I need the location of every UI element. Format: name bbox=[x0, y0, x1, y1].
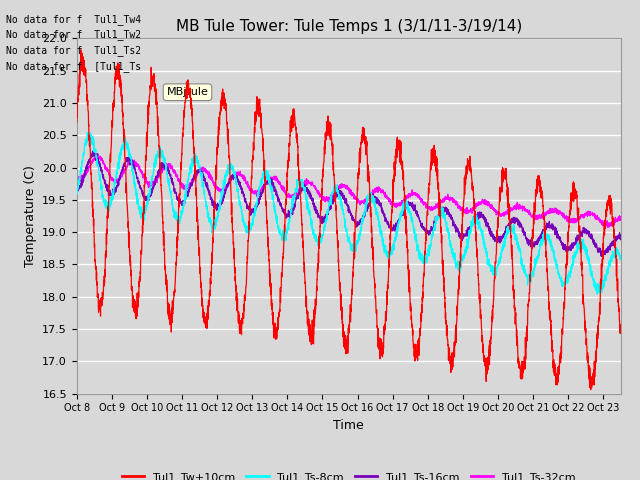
Tul1_Tw+10cm bbox=[135, 278, 143, 284]
Tul1_Ts-8cm bbox=[135, 205, 143, 211]
Tul1_Ts-32cm bbox=[305, 179, 313, 185]
Line: Tul1_Tw+10cm: Tul1_Tw+10cm bbox=[77, 50, 621, 390]
Tul1_Ts-8cm bbox=[305, 211, 313, 216]
Text: No data for f  Tul1_Ts2: No data for f Tul1_Ts2 bbox=[6, 45, 141, 56]
Tul1_Ts-16cm bbox=[607, 240, 614, 246]
Tul1_Ts-32cm bbox=[607, 223, 614, 228]
Tul1_Ts-8cm bbox=[617, 255, 625, 261]
Legend: Tul1_Tw+10cm, Tul1_Ts-8cm, Tul1_Ts-16cm, Tul1_Ts-32cm: Tul1_Tw+10cm, Tul1_Ts-8cm, Tul1_Ts-16cm,… bbox=[118, 468, 580, 480]
Tul1_Ts-16cm bbox=[168, 175, 175, 181]
Tul1_Ts-32cm bbox=[282, 191, 289, 196]
Tul1_Ts-16cm bbox=[598, 254, 606, 260]
Tul1_Ts-8cm bbox=[168, 196, 175, 202]
Tul1_Tw+10cm bbox=[607, 211, 614, 217]
Line: Tul1_Ts-32cm: Tul1_Ts-32cm bbox=[77, 154, 621, 228]
Title: MB Tule Tower: Tule Temps 1 (3/1/11-3/19/14): MB Tule Tower: Tule Temps 1 (3/1/11-3/19… bbox=[175, 20, 522, 35]
Text: MBjtule: MBjtule bbox=[166, 87, 209, 97]
Tul1_Ts-32cm bbox=[135, 163, 143, 169]
Tul1_Ts-16cm bbox=[135, 180, 143, 185]
Tul1_Tw+10cm bbox=[548, 339, 556, 345]
Text: No data for f  Tul1_Tw2: No data for f Tul1_Tw2 bbox=[6, 29, 141, 40]
Tul1_Tw+10cm bbox=[168, 329, 175, 335]
Tul1_Ts-32cm bbox=[73, 169, 81, 175]
Tul1_Tw+10cm bbox=[305, 331, 313, 337]
Tul1_Ts-16cm bbox=[548, 223, 556, 229]
Tul1_Tw+10cm bbox=[617, 327, 625, 333]
Text: No data for f  Tul1_Tw4: No data for f Tul1_Tw4 bbox=[6, 13, 141, 24]
Tul1_Ts-32cm bbox=[617, 217, 625, 223]
Tul1_Ts-8cm bbox=[548, 245, 556, 251]
Tul1_Tw+10cm bbox=[282, 199, 289, 205]
Tul1_Tw+10cm bbox=[73, 120, 81, 126]
Tul1_Ts-32cm bbox=[548, 210, 556, 216]
Text: No data for f  [Tul1_Ts: No data for f [Tul1_Ts bbox=[6, 61, 141, 72]
Tul1_Ts-32cm bbox=[168, 166, 175, 171]
Line: Tul1_Ts-8cm: Tul1_Ts-8cm bbox=[77, 132, 621, 294]
Tul1_Ts-8cm bbox=[73, 189, 81, 194]
Tul1_Ts-8cm bbox=[593, 291, 601, 297]
Tul1_Ts-16cm bbox=[73, 186, 81, 192]
Tul1_Ts-32cm bbox=[604, 225, 612, 230]
Tul1_Ts-32cm bbox=[94, 151, 102, 157]
Line: Tul1_Ts-16cm: Tul1_Ts-16cm bbox=[77, 151, 621, 257]
Tul1_Ts-16cm bbox=[305, 190, 313, 196]
Tul1_Ts-8cm bbox=[282, 234, 289, 240]
X-axis label: Time: Time bbox=[333, 419, 364, 432]
Tul1_Ts-16cm bbox=[89, 148, 97, 154]
Tul1_Ts-8cm bbox=[83, 130, 91, 135]
Y-axis label: Temperature (C): Temperature (C) bbox=[24, 165, 36, 267]
Tul1_Tw+10cm bbox=[587, 387, 595, 393]
Tul1_Ts-16cm bbox=[282, 214, 289, 219]
Tul1_Ts-8cm bbox=[607, 255, 614, 261]
Tul1_Tw+10cm bbox=[77, 47, 84, 53]
Tul1_Ts-16cm bbox=[617, 235, 625, 241]
